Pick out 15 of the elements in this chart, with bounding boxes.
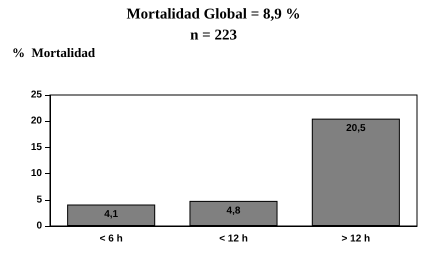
y-tick-label: 15 — [30, 142, 42, 153]
y-tick-label: 0 — [36, 220, 42, 232]
y-tick-label: 25 — [30, 90, 42, 100]
x-tick-label: > 12 h — [342, 234, 370, 244]
data-label: 4,1 — [104, 209, 119, 220]
data-label: 20,5 — [346, 123, 366, 134]
y-tick-label: 10 — [30, 168, 42, 180]
data-label: 4,8 — [226, 205, 241, 216]
x-tick-label: < 12 h — [219, 234, 248, 244]
chart-subtitle: n = 223 — [190, 28, 237, 44]
y-tick-label: 5 — [36, 194, 42, 206]
y-axis-title: % Mortalidad — [12, 45, 96, 60]
y-tick-label: 20 — [30, 116, 42, 127]
chart-title: Mortalidad Global = 8,9 % — [126, 6, 300, 22]
x-tick-label: < 6 h — [100, 234, 123, 244]
